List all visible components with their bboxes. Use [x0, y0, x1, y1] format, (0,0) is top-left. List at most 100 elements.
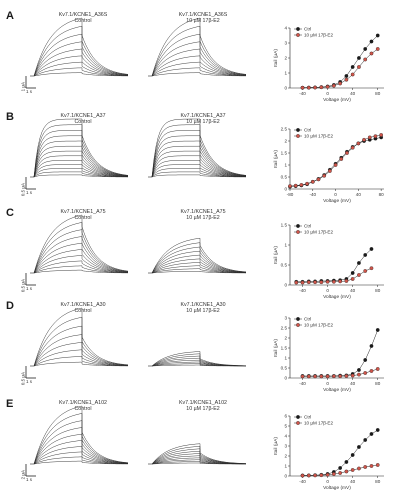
data-point-drug — [288, 184, 292, 188]
current-trace — [151, 130, 247, 178]
legend-label: Ctrl — [304, 128, 311, 133]
y-tick-label: 4 — [284, 26, 287, 31]
panel-graphics: 0.5 µA 1 s 0 0.5 1 1.5 2 2.5 -80 -40 0 40 80 Voltage … — [21, 118, 384, 204]
data-point-ctrl — [363, 253, 368, 257]
fit-line-ctrl — [302, 35, 378, 88]
data-point-drug — [299, 183, 304, 187]
y-axis-title: Itail (µA) — [273, 339, 279, 357]
current-trace — [151, 164, 246, 178]
x-tick-label: -40 — [299, 288, 306, 293]
data-point-drug — [322, 173, 327, 178]
y-axis-title: Itail (µA) — [273, 437, 279, 455]
current-trace — [33, 460, 128, 465]
data-point-drug — [344, 374, 349, 378]
data-point-ctrl — [369, 247, 374, 251]
current-trace — [33, 214, 129, 274]
control-title: Kv7.1/KCNE1_A37 Control — [28, 113, 138, 126]
x-tick-label: 0 — [326, 479, 329, 484]
data-point-drug — [369, 266, 374, 271]
data-point-drug — [357, 273, 361, 277]
current-trace — [33, 130, 129, 178]
legend-marker — [296, 134, 300, 138]
x-tick-label: 40 — [350, 91, 356, 96]
data-point-drug — [306, 85, 311, 90]
scale-bar-time-label: 1 s — [26, 379, 33, 384]
control-cell-line: Kv7.1/KCNE1_A102 — [59, 400, 107, 406]
y-axis-title: Itail (µA) — [273, 246, 279, 264]
data-point-drug — [319, 473, 324, 478]
y-tick-label: 0.5 — [281, 366, 288, 371]
data-point-drug — [293, 183, 298, 188]
legend-label: 10 µM 17β-E2 — [304, 421, 333, 426]
data-point-ctrl — [375, 328, 380, 332]
scale-bar-current-label: 1 µA — [21, 82, 26, 91]
x-axis-title: Voltage (mV) — [323, 97, 351, 103]
current-trace — [33, 17, 129, 77]
data-point-ctrl — [363, 358, 368, 362]
x-tick-label: 80 — [375, 288, 381, 293]
legend-label: Ctrl — [304, 415, 311, 420]
data-point-drug — [331, 374, 336, 379]
x-tick-label: 0 — [326, 91, 329, 96]
current-trace — [33, 342, 128, 367]
current-trace — [33, 456, 128, 465]
y-tick-label: 2 — [284, 336, 287, 341]
control-condition: Control — [74, 119, 92, 126]
data-point-drug — [369, 464, 374, 468]
legend-marker — [296, 128, 300, 132]
data-point-drug — [338, 374, 343, 379]
control-condition: Control — [74, 406, 92, 413]
y-axis-title: Itail (µA) — [273, 150, 279, 168]
data-point-drug — [350, 145, 355, 150]
x-axis-title: Voltage (mV) — [323, 387, 351, 393]
panel-b: B Kv7.1/KCNE1_A37 Control Kv7.1/KCNE1_A37 10… — [0, 111, 406, 206]
y-tick-label: 4 — [284, 434, 287, 439]
current-trace — [33, 72, 128, 77]
current-trace — [151, 268, 247, 274]
current-trace — [33, 135, 129, 178]
control-condition: Control — [74, 18, 92, 25]
data-point-drug — [331, 83, 336, 88]
panel-letter: E — [6, 398, 14, 410]
current-trace — [33, 33, 129, 77]
data-point-drug — [344, 279, 349, 283]
drug-cell-line: Kv7.1/KCNE1_A30 — [180, 302, 226, 308]
data-point-drug — [350, 72, 355, 77]
current-trace — [151, 246, 247, 274]
current-trace — [151, 242, 247, 274]
current-trace — [151, 258, 246, 274]
current-trace — [33, 405, 129, 465]
data-point-ctrl — [357, 56, 361, 60]
control-cell-line: Kv7.1/KCNE1_A30 — [60, 302, 106, 308]
y-tick-label: 0 — [284, 283, 287, 288]
data-point-ctrl — [344, 460, 349, 464]
data-point-drug — [325, 374, 330, 379]
legend-label: Ctrl — [304, 27, 311, 32]
drug-title: Kv7.1/KCNE1_A37 10 µM 17β-E2 — [148, 113, 258, 126]
data-point-ctrl — [344, 74, 349, 78]
current-trace — [151, 351, 246, 367]
data-point-drug — [369, 369, 374, 373]
control-title: Kv7.1/KCNE1_A30 Control — [28, 302, 138, 315]
current-trace — [33, 316, 129, 367]
data-point-drug — [338, 471, 343, 475]
data-point-ctrl — [350, 65, 355, 69]
data-point-drug — [375, 367, 380, 371]
scale-bar-time-label: 1 s — [26, 286, 33, 291]
data-point-drug — [319, 280, 324, 285]
drug-cell-line: Kv7.1/KCNE1_A75 — [180, 209, 226, 215]
data-point-drug — [363, 57, 368, 62]
data-point-drug — [357, 65, 361, 69]
current-trace — [151, 168, 246, 178]
data-point-ctrl — [375, 33, 380, 38]
data-point-drug — [357, 372, 361, 377]
panel-c: C Kv7.1/KCNE1_A75 Control Kv7.1/KCNE1_A75 10… — [0, 207, 406, 302]
data-point-drug — [313, 280, 317, 285]
x-tick-label: 0 — [326, 381, 329, 386]
panel-a: A Kv7.1/KCNE1_A36S Control Kv7.1/KCNE1_A36S… — [0, 10, 406, 105]
current-trace — [151, 33, 247, 77]
data-point-drug — [339, 157, 344, 161]
x-tick-label: 40 — [350, 479, 356, 484]
current-trace — [33, 118, 129, 178]
current-trace — [33, 356, 128, 367]
